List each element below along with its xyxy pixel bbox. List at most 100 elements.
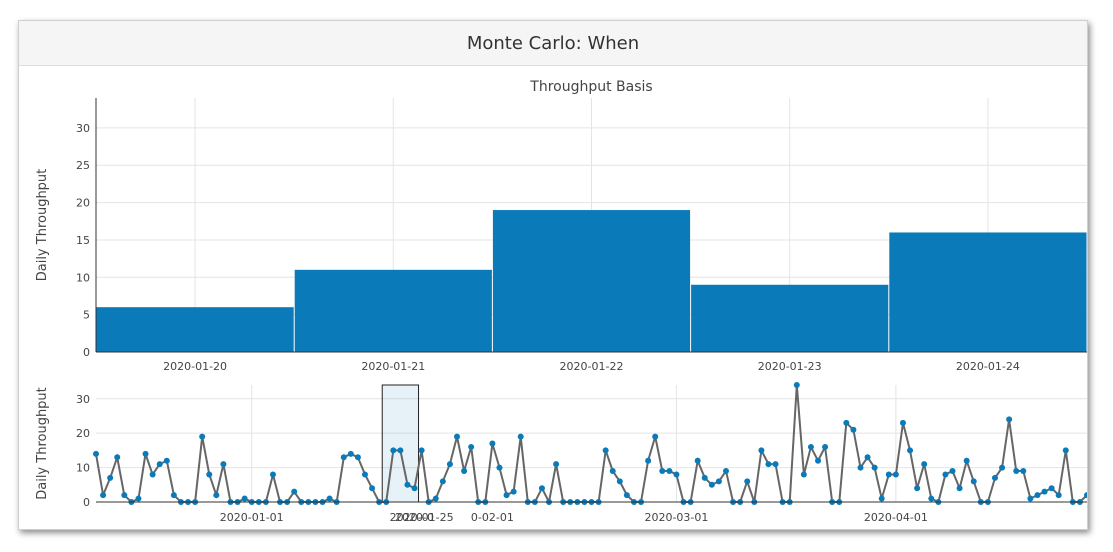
data-point[interactable] [1013,468,1020,475]
data-point[interactable] [616,478,623,485]
data-point[interactable] [418,447,425,454]
data-point[interactable] [963,457,970,464]
data-point[interactable] [921,461,928,468]
bar-2020-01-21[interactable] [294,269,492,352]
data-point[interactable] [892,471,899,478]
data-point[interactable] [206,471,213,478]
data-point[interactable] [793,382,800,388]
data-point[interactable] [609,468,616,475]
data-point[interactable] [970,478,977,485]
data-point[interactable] [857,464,864,471]
data-point[interactable] [928,495,935,502]
data-point[interactable] [93,450,99,457]
data-point[interactable] [694,457,701,464]
data-point[interactable] [291,488,298,495]
data-point[interactable] [871,464,878,471]
data-point[interactable] [361,471,368,478]
data-point[interactable] [326,495,333,502]
data-point[interactable] [454,433,461,440]
data-point[interactable] [1006,416,1013,423]
data-point[interactable] [1020,468,1027,475]
data-point[interactable] [114,454,121,461]
data-point[interactable] [220,461,227,468]
data-point[interactable] [142,450,149,457]
data-point[interactable] [156,461,163,468]
data-point[interactable] [213,492,220,499]
data-point[interactable] [107,474,114,481]
data-point[interactable] [170,492,177,499]
data-point[interactable] [121,492,128,499]
data-point[interactable] [404,481,411,488]
data-point[interactable] [885,471,892,478]
data-point[interactable] [1041,488,1048,495]
data-point[interactable] [673,471,680,478]
data-point[interactable] [652,433,659,440]
data-point[interactable] [715,478,722,485]
data-point[interactable] [815,457,822,464]
data-point[interactable] [510,488,517,495]
data-point[interactable] [914,485,921,492]
data-point[interactable] [602,447,609,454]
data-point[interactable] [1048,485,1055,492]
data-point[interactable] [1062,447,1069,454]
data-point[interactable] [199,433,206,440]
data-point[interactable] [907,447,914,454]
data-point[interactable] [949,468,956,475]
data-point[interactable] [241,495,248,502]
data-point[interactable] [461,468,468,475]
data-point[interactable] [701,474,708,481]
data-point[interactable] [411,485,418,492]
data-point[interactable] [878,495,885,502]
data-point[interactable] [517,433,524,440]
data-point[interactable] [645,457,652,464]
data-point[interactable] [489,440,496,447]
data-point[interactable] [397,447,404,454]
data-point[interactable] [135,495,142,502]
data-point[interactable] [347,450,354,457]
data-point[interactable] [942,471,949,478]
data-point[interactable] [149,471,156,478]
data-point[interactable] [843,419,850,426]
data-point[interactable] [538,485,545,492]
data-point[interactable] [1027,495,1034,502]
data-point[interactable] [864,454,871,461]
data-point[interactable] [468,443,475,450]
data-point[interactable] [708,481,715,488]
data-point[interactable] [956,485,963,492]
data-point[interactable] [623,492,630,499]
data-point[interactable] [999,464,1006,471]
data-point[interactable] [666,468,673,475]
data-point[interactable] [800,471,807,478]
data-point[interactable] [503,492,510,499]
data-point[interactable] [553,461,560,468]
data-point[interactable] [765,461,772,468]
data-point[interactable] [446,461,453,468]
bar-2020-01-22[interactable] [492,210,691,352]
bar-2020-01-24[interactable] [889,232,1087,352]
data-point[interactable] [439,478,446,485]
data-point[interactable] [163,457,170,464]
data-point[interactable] [1055,492,1062,499]
data-point[interactable] [991,474,998,481]
data-point[interactable] [1034,492,1041,499]
data-point[interactable] [432,495,439,502]
bar-2020-01-23[interactable] [691,284,889,352]
data-point[interactable] [659,468,666,475]
data-point[interactable] [807,443,814,450]
data-point[interactable] [758,447,765,454]
data-point[interactable] [822,443,829,450]
data-point[interactable] [390,447,397,454]
data-point[interactable] [850,426,857,433]
data-point[interactable] [722,468,729,475]
data-point[interactable] [496,464,503,471]
data-point[interactable] [772,461,779,468]
bar-2020-01-20[interactable] [96,307,294,352]
data-point[interactable] [100,492,107,499]
data-point[interactable] [899,419,906,426]
data-point[interactable] [1084,492,1087,499]
data-point[interactable] [369,485,376,492]
data-point[interactable] [340,454,347,461]
data-point[interactable] [269,471,276,478]
data-point[interactable] [744,478,751,485]
